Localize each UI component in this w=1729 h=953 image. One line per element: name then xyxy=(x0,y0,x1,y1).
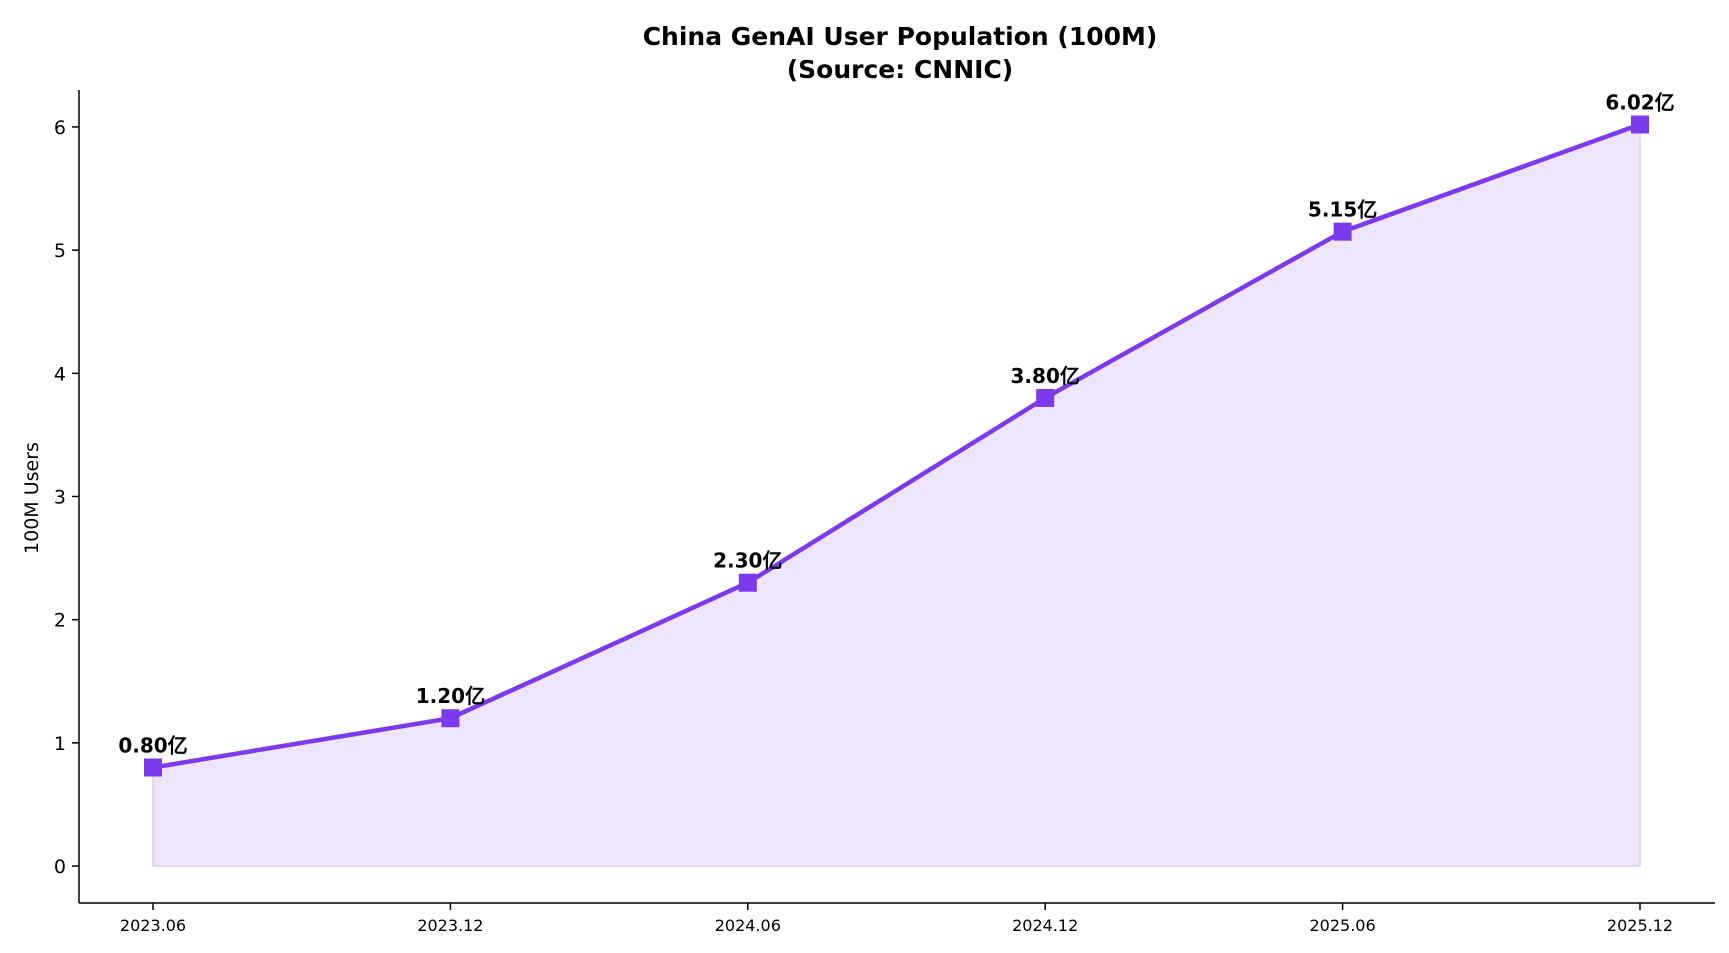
x-tick-label: 2024.06 xyxy=(715,916,781,935)
plot-area: 0 1 2 3 4 5 6 2023.06 2023.12 2024.06 2024.12 2025.… xyxy=(54,90,1715,935)
data-point-marker xyxy=(1631,115,1649,134)
data-label: 3.80亿 xyxy=(1011,364,1080,388)
y-tick-label: 5 xyxy=(54,240,66,262)
x-tick-label: 2025.06 xyxy=(1310,916,1376,935)
data-point-marker xyxy=(738,573,757,592)
y-tick-label: 1 xyxy=(54,733,66,755)
series-line xyxy=(152,122,1641,770)
y-axis-label: 100M Users xyxy=(21,442,43,554)
data-point-marker xyxy=(1333,222,1352,241)
y-tick-label: 4 xyxy=(54,363,66,385)
x-tick-label: 2023.06 xyxy=(120,916,186,935)
x-tick-label: 2023.12 xyxy=(417,916,483,935)
chart-title: China GenAI User Population (100M) xyxy=(643,22,1158,51)
data-label: 5.15亿 xyxy=(1308,198,1377,222)
x-tick-label: 2024.12 xyxy=(1012,916,1078,935)
data-point-marker xyxy=(1036,388,1055,407)
chart-subtitle: (Source: CNNIC) xyxy=(787,55,1013,84)
y-tick-label: 2 xyxy=(54,610,66,632)
area-fill xyxy=(152,123,1641,867)
data-label: 2.30亿 xyxy=(713,549,782,573)
y-tick-label: 6 xyxy=(54,117,66,139)
y-tick-label: 0 xyxy=(54,856,66,878)
y-tick-label: 3 xyxy=(54,487,66,509)
data-point-marker xyxy=(144,758,162,777)
data-label: 6.02亿 xyxy=(1605,90,1674,114)
data-label: 0.80亿 xyxy=(118,734,187,758)
data-label: 1.20亿 xyxy=(416,684,485,708)
data-point-marker xyxy=(441,709,460,728)
x-tick-label: 2025.12 xyxy=(1607,916,1673,935)
